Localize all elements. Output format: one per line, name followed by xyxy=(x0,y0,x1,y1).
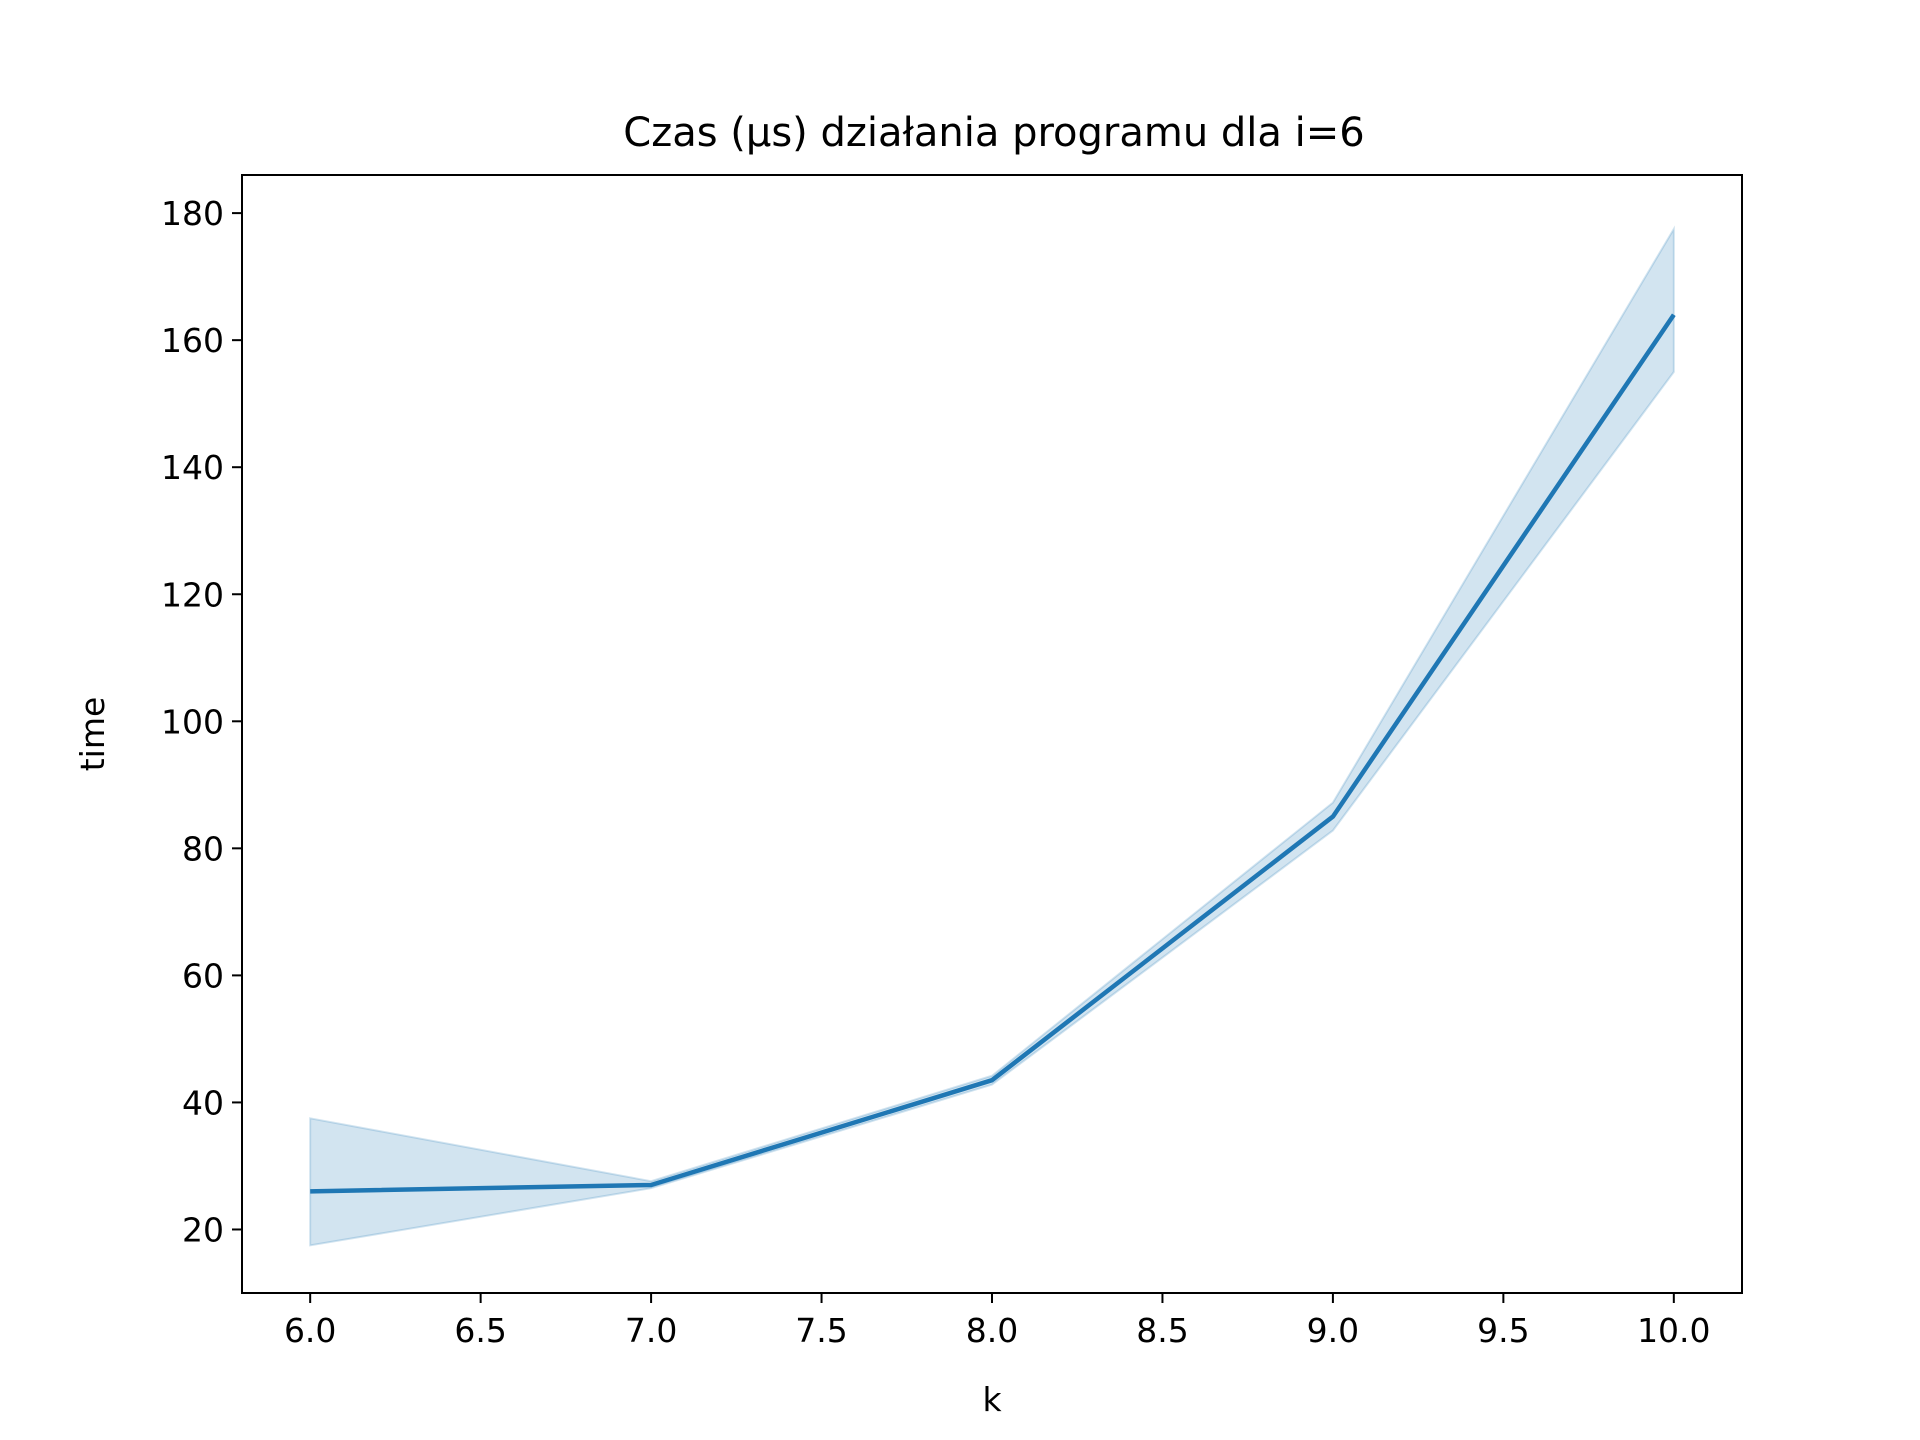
y-tick-label: 160 xyxy=(161,321,224,360)
y-tick-label: 180 xyxy=(161,194,224,233)
x-axis-ticks: 6.0 6.5 7.0 7.5 8.0 8.5 9.0 9.5 10.0 xyxy=(284,1293,1711,1350)
y-tick-label: 100 xyxy=(161,702,224,741)
x-tick-label: 9.5 xyxy=(1477,1311,1529,1350)
x-tick-label: 7.0 xyxy=(625,1311,677,1350)
y-tick-label: 60 xyxy=(182,956,224,995)
y-axis-ticks: 20 40 60 80 100 120 140 160 180 xyxy=(161,194,242,1249)
x-tick-label: 9.0 xyxy=(1307,1311,1359,1350)
x-tick-label: 6.5 xyxy=(454,1311,506,1350)
chart-title: Czas (µs) działania programu dla i=6 xyxy=(623,110,1364,156)
y-tick-label: 20 xyxy=(182,1210,224,1249)
x-tick-label: 6.0 xyxy=(284,1311,336,1350)
axes-frame xyxy=(241,174,1743,1294)
y-tick-label: 40 xyxy=(182,1083,224,1122)
x-tick-label: 8.5 xyxy=(1136,1311,1188,1350)
x-tick-label: 7.5 xyxy=(795,1311,847,1350)
confidence-band xyxy=(309,225,1675,1247)
x-axis-label: k xyxy=(982,1380,1002,1419)
x-tick-label: 10.0 xyxy=(1637,1311,1710,1350)
plot-area xyxy=(309,225,1676,1247)
x-tick-label: 8.0 xyxy=(966,1311,1018,1350)
y-tick-label: 140 xyxy=(161,448,224,487)
y-tick-label: 80 xyxy=(182,829,224,868)
y-tick-label: 120 xyxy=(161,575,224,614)
y-axis-label: time xyxy=(73,697,112,772)
